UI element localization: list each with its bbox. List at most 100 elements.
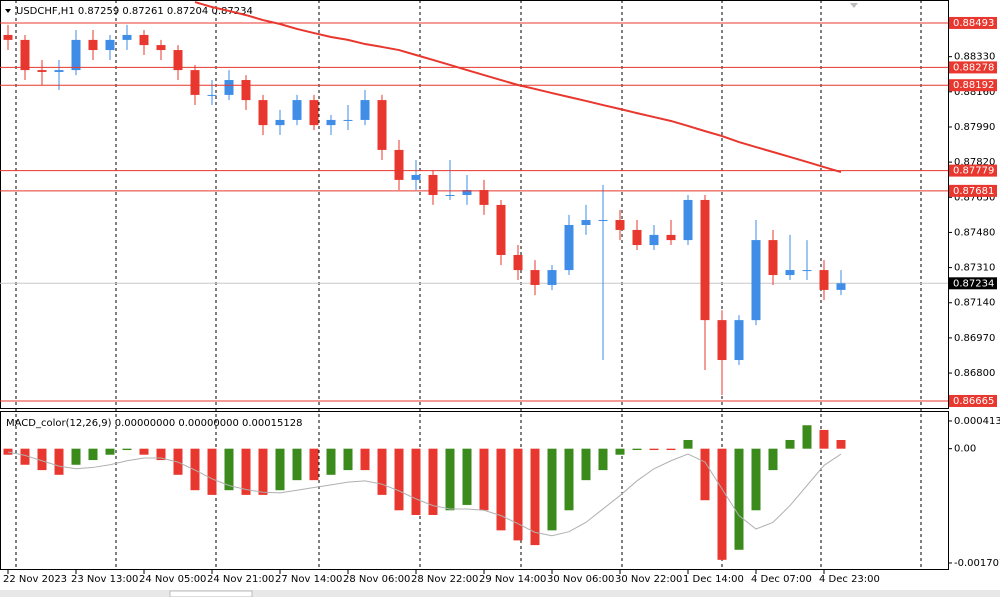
level-label: 0.87779 <box>953 166 994 177</box>
macd-bar <box>751 448 761 511</box>
macd-bar <box>156 448 166 461</box>
candle-body <box>207 94 217 96</box>
y-tick-label: 0.87650 <box>954 192 995 203</box>
x-tick-label: 30 Nov 22:00 <box>615 574 682 585</box>
level-label-box <box>949 164 997 177</box>
macd-bar <box>819 429 829 449</box>
macd-bar <box>411 448 421 515</box>
macd-bar <box>581 448 591 481</box>
candle-body <box>173 50 183 71</box>
level-label-box <box>949 394 997 407</box>
y-tick-label: 0.86970 <box>954 333 995 344</box>
candle-body <box>428 174 438 196</box>
candle-body <box>275 119 285 126</box>
candle-body <box>683 199 693 241</box>
macd-bar <box>649 448 659 451</box>
candle-body <box>649 234 659 246</box>
level-label: 0.88192 <box>953 80 994 91</box>
panel-arrow[interactable] <box>850 3 858 8</box>
y-tick-label: 0.87310 <box>954 263 995 274</box>
candle-body <box>292 100 302 120</box>
x-tick-label: 27 Nov 14:00 <box>275 574 342 585</box>
y-tick-label: 0.00 <box>954 444 976 455</box>
signal-line <box>7 451 842 537</box>
x-tick-label: 28 Nov 22:00 <box>411 574 478 585</box>
macd-bar <box>309 448 319 481</box>
macd-bar <box>71 448 81 465</box>
x-tick-label: 29 Nov 14:00 <box>479 574 546 585</box>
macd-bar <box>700 448 710 501</box>
macd-bar <box>632 448 642 451</box>
y-tick-label: 0.87820 <box>954 157 995 168</box>
x-tick-label: 1 Dec 14:00 <box>683 574 744 585</box>
candle-body <box>666 234 676 241</box>
candle-body <box>258 100 268 126</box>
candle-body <box>105 39 115 51</box>
level-label-box <box>949 79 997 92</box>
macd-bar <box>207 448 217 495</box>
macd-title: MACD_color(12,26,9) 0.00000000 0.0000000… <box>6 418 302 429</box>
candle-body <box>190 70 200 95</box>
macd-bar <box>275 448 285 491</box>
price-title: USDCHF,H1 0.87259 0.87261 0.87204 0.8723… <box>16 6 253 17</box>
candle-body <box>785 270 795 276</box>
candle-body <box>445 195 455 197</box>
y-tick-label: 0.88330 <box>954 52 995 63</box>
y-tick-label: -0.0017071 <box>954 558 1000 569</box>
candle-body <box>717 320 727 361</box>
macd-bar <box>547 448 557 531</box>
macd-bar <box>224 448 234 491</box>
macd-bar <box>122 448 132 451</box>
candle-body <box>802 270 812 272</box>
y-tick-label: 0.87990 <box>954 122 995 133</box>
current-price-box <box>949 277 997 290</box>
candle-body <box>54 70 64 72</box>
candle-body <box>20 39 30 71</box>
macd-bar <box>394 448 404 511</box>
candle-body <box>513 254 523 271</box>
macd-bar <box>445 448 455 511</box>
macd-bar <box>768 448 778 471</box>
candle-body <box>88 39 98 51</box>
candle-body <box>71 39 81 71</box>
candle-body <box>581 220 591 225</box>
tab-bar <box>0 590 1000 597</box>
macd-bar <box>20 448 30 465</box>
macd-bar <box>615 448 625 455</box>
macd-bar <box>717 448 727 560</box>
x-tick-label: 30 Nov 06:00 <box>547 574 614 585</box>
candle-body <box>462 190 472 196</box>
y-tick-label: 0.87140 <box>954 298 995 309</box>
macd-bar <box>785 439 795 449</box>
level-label: 0.88278 <box>953 62 994 73</box>
candle-body <box>564 224 574 271</box>
macd-bar <box>462 448 472 505</box>
tab[interactable] <box>169 590 253 597</box>
candle-body <box>615 220 625 230</box>
macd-bar <box>258 448 268 495</box>
candle-body <box>37 70 47 72</box>
y-tick-label: 0.87480 <box>954 227 995 238</box>
candle-body <box>156 45 166 51</box>
level-label-box <box>949 16 997 29</box>
candle-body <box>377 100 387 150</box>
candle-body <box>122 34 132 40</box>
macd-bar <box>802 425 812 449</box>
candle-body <box>819 270 829 290</box>
x-tick-label: 22 Nov 2023 <box>3 574 67 585</box>
symbol-menu[interactable] <box>5 9 11 13</box>
macd-bar <box>598 448 608 471</box>
candle-body <box>139 34 149 46</box>
level-label: 0.87681 <box>953 186 994 197</box>
macd-bar <box>105 448 115 455</box>
y-tick-label: 0.0004139 <box>954 416 1000 427</box>
level-label: 0.88493 <box>953 18 994 29</box>
candle-body <box>309 100 319 126</box>
macd-bar <box>326 448 336 475</box>
candle-body <box>3 34 13 40</box>
macd-bar <box>530 448 540 546</box>
candle-body <box>700 199 710 321</box>
x-tick-label: 23 Nov 13:00 <box>71 574 138 585</box>
level-label-box <box>949 184 997 197</box>
y-tick-label: 0.86800 <box>954 368 995 379</box>
